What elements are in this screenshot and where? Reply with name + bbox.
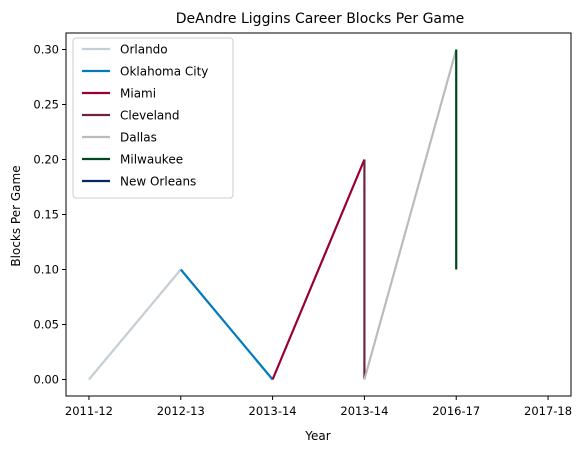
y-tick-label-0: 0.00 — [33, 373, 59, 387]
x-tick-label-2: 2013-14 — [249, 404, 297, 418]
x-tick-label-0: 2011-12 — [65, 404, 113, 418]
x-tick-label-3: 2013-14 — [340, 404, 388, 418]
plot-area: 0.00 0.05 0.10 0.15 0.20 0.25 0.30 2011-12 2012-… — [33, 33, 572, 418]
legend-label-4: Dallas — [120, 131, 157, 145]
chart-title: DeAndre Liggins Career Blocks Per Game — [176, 11, 465, 27]
series-line-4 — [364, 50, 456, 380]
y-tick-label-3: 0.15 — [33, 208, 59, 222]
x-tick-label-4: 2016-17 — [432, 404, 480, 418]
y-tick-label-6: 0.30 — [33, 43, 59, 57]
y-tick-label-2: 0.10 — [33, 263, 59, 277]
y-tick-label-4: 0.20 — [33, 153, 59, 167]
legend-label-5: Milwaukee — [120, 153, 183, 167]
legend-label-1: Oklahoma City — [120, 65, 208, 79]
series-line-2 — [273, 160, 365, 380]
x-tick-label-5: 2017-18 — [524, 404, 572, 418]
series-line-0 — [89, 270, 181, 380]
y-tick-label-1: 0.05 — [33, 318, 59, 332]
legend-label-2: Miami — [120, 87, 156, 101]
series-line-1 — [181, 270, 273, 380]
legend-label-3: Cleveland — [120, 109, 180, 123]
x-axis-label: Year — [304, 429, 330, 443]
legend-label-6: New Orleans — [120, 175, 196, 189]
y-tick-label-5: 0.25 — [33, 98, 59, 112]
legend-label-0: Orlando — [120, 43, 168, 57]
y-axis-label: Blocks Per Game — [9, 165, 23, 266]
x-tick-label-1: 2012-13 — [157, 404, 205, 418]
